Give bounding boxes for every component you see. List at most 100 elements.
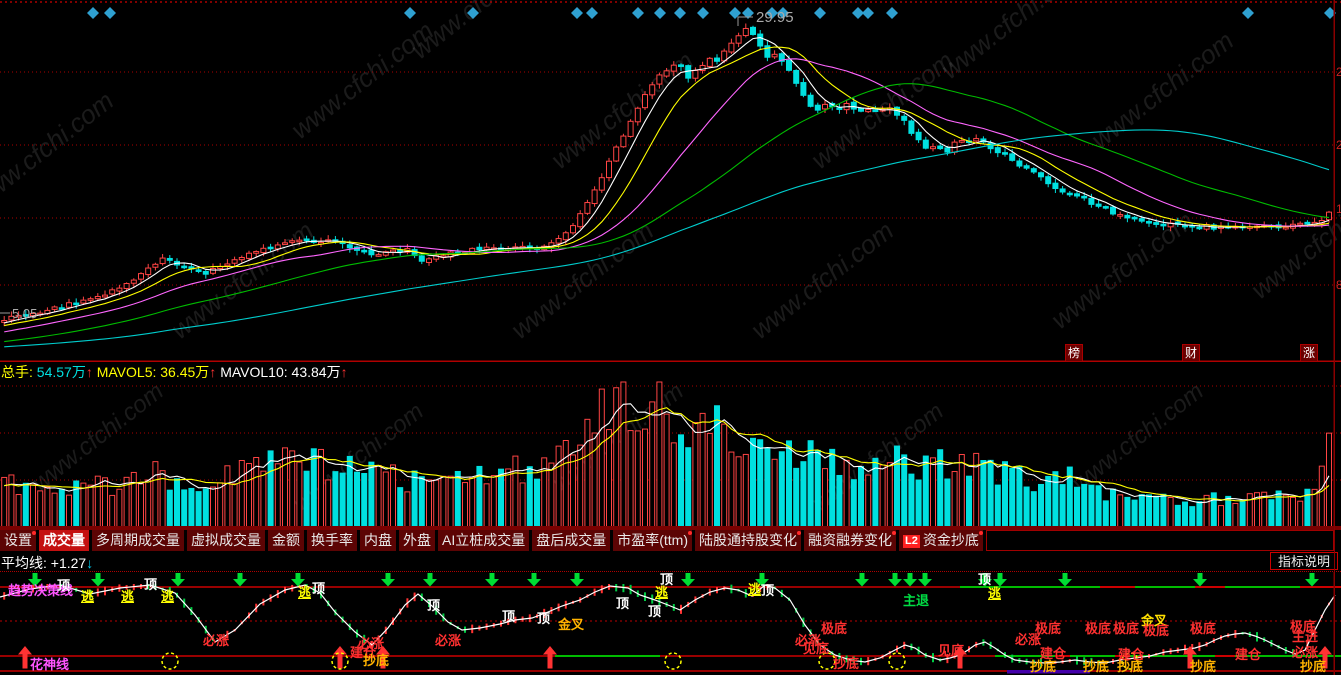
signal-label-逃: 逃 bbox=[988, 586, 1002, 601]
tab-陆股通持股变化[interactable]: 陆股通持股变化 bbox=[695, 530, 804, 551]
tab-外盘[interactable]: 外盘 bbox=[399, 530, 438, 551]
signal-label-抄底: 抄底 bbox=[363, 653, 390, 668]
diamond-marker-icon bbox=[654, 7, 666, 19]
signal-label-必涨: 必涨 bbox=[795, 633, 822, 648]
signal-indicator-pane: 趋势决策线 花神线顶顶顶顶顶顶顶顶顶顶顶逃逃逃逃逃逃逃金叉 金叉 主退 必涨 必涨 必涨 必涨… bbox=[0, 572, 1341, 675]
signal-label-极底: 极底 bbox=[1290, 619, 1317, 634]
diamond-marker-icon bbox=[1242, 7, 1254, 19]
down-arrow-icon: ↓ bbox=[86, 555, 94, 571]
signal-circle-icon bbox=[161, 652, 179, 670]
tab-换手率[interactable]: 换手率 bbox=[307, 530, 360, 551]
sell-arrow-icon bbox=[381, 573, 395, 587]
tab-设置[interactable]: 设置 bbox=[0, 530, 39, 551]
diamond-marker-icon bbox=[862, 7, 874, 19]
buy-arrow-icon bbox=[1183, 646, 1197, 669]
tab-AI立桩成交量[interactable]: AI立桩成交量 bbox=[438, 530, 533, 551]
indicator-help-button[interactable]: 指标说明 bbox=[1269, 552, 1338, 570]
signal-label-金叉: 金叉 bbox=[1141, 613, 1168, 628]
sell-arrow-icon bbox=[1058, 573, 1072, 587]
sell-arrow-icon bbox=[978, 573, 992, 587]
buy-arrow-icon bbox=[333, 646, 347, 669]
notification-dot-icon bbox=[688, 531, 692, 535]
buy-arrow-icon bbox=[18, 646, 32, 669]
buy-arrow-icon bbox=[376, 646, 390, 669]
tab-内盘[interactable]: 内盘 bbox=[360, 530, 399, 551]
axis-label: 8 bbox=[1336, 278, 1341, 292]
signal-label-顶: 顶 bbox=[144, 577, 158, 592]
signal-label-极底: 极底 bbox=[1035, 621, 1062, 636]
diamond-marker-icon bbox=[87, 7, 99, 19]
diamond-marker-icon bbox=[742, 7, 754, 19]
signal-circle-icon bbox=[1121, 652, 1139, 670]
diamond-marker-icon bbox=[674, 7, 686, 19]
sell-arrow-icon bbox=[91, 573, 105, 587]
tab-金额[interactable]: 金额 bbox=[268, 530, 307, 551]
svg-text:www.cfchi.com: www.cfchi.com bbox=[745, 215, 899, 344]
signal-label-趋势决策线: 趋势决策线 bbox=[8, 583, 74, 598]
diamond-marker-icon bbox=[404, 7, 416, 19]
volume-total-value: 54.57万 bbox=[36, 364, 86, 380]
tab-虚拟成交量[interactable]: 虚拟成交量 bbox=[187, 530, 268, 551]
signal-label-逃: 逃 bbox=[161, 589, 175, 604]
sell-arrow-icon bbox=[291, 573, 305, 587]
signal-circle-icon bbox=[888, 652, 906, 670]
tab-多周期成交量[interactable]: 多周期成交量 bbox=[92, 530, 187, 551]
signal-label-见底: 见底 bbox=[803, 641, 830, 656]
signal-label-建仓: 建仓 bbox=[350, 645, 377, 660]
tab-成交量[interactable]: 成交量 bbox=[39, 530, 92, 551]
sell-arrow-icon bbox=[755, 573, 769, 587]
signal-label-逃: 逃 bbox=[298, 585, 312, 600]
diamond-marker-icon bbox=[729, 7, 741, 19]
signal-label-抄底: 抄底 bbox=[1117, 659, 1144, 674]
signal-label-花神线: 花神线 bbox=[30, 657, 70, 672]
signal-label-极底: 极底 bbox=[1113, 621, 1140, 636]
sell-arrow-icon bbox=[681, 573, 695, 587]
divider-badge-财[interactable]: 财 bbox=[1182, 344, 1200, 362]
sell-arrow-icon bbox=[1305, 573, 1319, 587]
axis-label: 2 bbox=[1336, 65, 1341, 79]
signal-label-极底: 极底 bbox=[1085, 621, 1112, 636]
diamond-marker-icon bbox=[814, 7, 826, 19]
signal-label-抄底: 抄底 bbox=[1300, 659, 1327, 674]
sell-arrow-icon bbox=[485, 573, 499, 587]
axis-label: 1 bbox=[1336, 202, 1341, 216]
signal-label-主退: 主退 bbox=[903, 593, 930, 608]
signal-label-必涨: 必涨 bbox=[435, 633, 462, 648]
signal-label-金叉: 金叉 bbox=[558, 617, 585, 632]
diamond-marker-icon bbox=[852, 7, 864, 19]
diamond-marker-icon bbox=[467, 7, 479, 19]
signal-label-顶: 顶 bbox=[660, 572, 674, 587]
svg-text:www.cfchi.com: www.cfchi.com bbox=[405, 0, 559, 65]
diamond-marker-icon bbox=[766, 7, 778, 19]
up-arrow-icon: ↑ bbox=[340, 364, 348, 380]
mavol10-value: 43.84万 bbox=[291, 364, 341, 380]
signal-label-必涨: 必涨 bbox=[358, 636, 385, 651]
signal-label-顶: 顶 bbox=[616, 596, 630, 611]
signal-indicator-chart bbox=[0, 572, 1341, 675]
signal-label-抄底: 抄底 bbox=[1083, 659, 1110, 674]
signal-label-顶: 顶 bbox=[57, 578, 71, 593]
tab-资金抄底[interactable]: L2 资金抄底 bbox=[899, 530, 986, 551]
diamond-marker-icon bbox=[632, 7, 644, 19]
tab-融资融券变化[interactable]: 融资融券变化 bbox=[804, 530, 899, 551]
notification-dot-icon bbox=[797, 531, 801, 535]
tab-盘后成交量[interactable]: 盘后成交量 bbox=[532, 530, 614, 551]
diamond-marker-icon bbox=[104, 7, 116, 19]
signal-label-顶: 顶 bbox=[312, 581, 326, 596]
sell-arrow-icon bbox=[1193, 573, 1207, 587]
sell-arrow-icon bbox=[28, 573, 42, 587]
divider-badge-涨[interactable]: 涨 bbox=[1300, 344, 1318, 362]
right-axis-line bbox=[1334, 0, 1335, 675]
svg-text:www.cfchi.com: www.cfchi.com bbox=[505, 215, 659, 344]
average-line-label: 平均线: bbox=[1, 555, 47, 571]
buy-arrow-icon bbox=[543, 646, 557, 669]
tab-市盈率(ttm)[interactable]: 市盈率(ttm) bbox=[613, 530, 695, 551]
diamond-marker-icon bbox=[697, 7, 709, 19]
candlestick-chart: www.cfchi.comwww.cfchi.comwww.cfchi.comw… bbox=[0, 0, 1341, 362]
sell-arrow-icon bbox=[918, 573, 932, 587]
divider-badge-榜[interactable]: 榜 bbox=[1065, 344, 1083, 362]
signal-circle-icon bbox=[664, 652, 682, 670]
mavol10-label: MAVOL10: bbox=[220, 364, 288, 380]
signal-label-顶: 顶 bbox=[502, 609, 516, 624]
